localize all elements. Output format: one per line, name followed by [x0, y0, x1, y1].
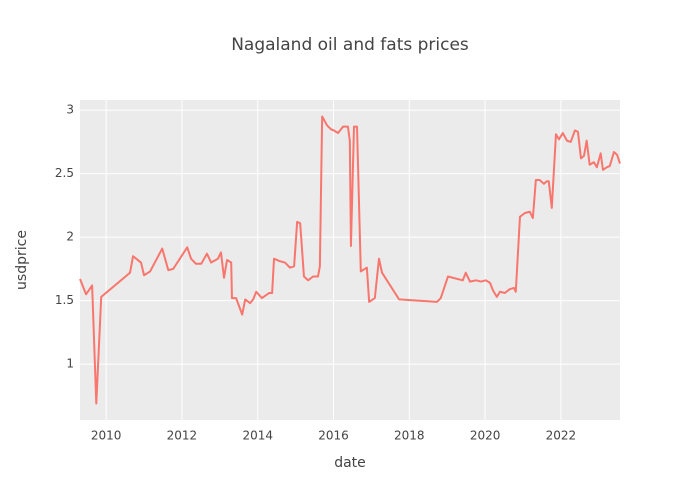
y-tick-label: 1.5	[55, 293, 74, 307]
y-tick-label: 2	[66, 230, 74, 244]
x-tick-label: 2014	[242, 429, 273, 443]
x-tick-label: 2010	[91, 429, 122, 443]
line	[79, 115, 621, 405]
x-axis-title: date	[334, 455, 366, 471]
x-tick-label: 2012	[167, 429, 198, 443]
chart-title: Nagaland oil and fats prices	[231, 35, 469, 55]
y-tick-label: 1	[66, 357, 74, 371]
y-tick-label: 2.5	[55, 166, 74, 180]
x-tick-label: 2016	[318, 429, 349, 443]
y-axis-title: usdprice	[14, 230, 30, 290]
x-tick-label: 2020	[470, 429, 501, 443]
y-tick-label: 3	[66, 103, 74, 117]
x-tick-label: 2022	[546, 429, 577, 443]
x-tick-label: 2018	[394, 429, 425, 443]
